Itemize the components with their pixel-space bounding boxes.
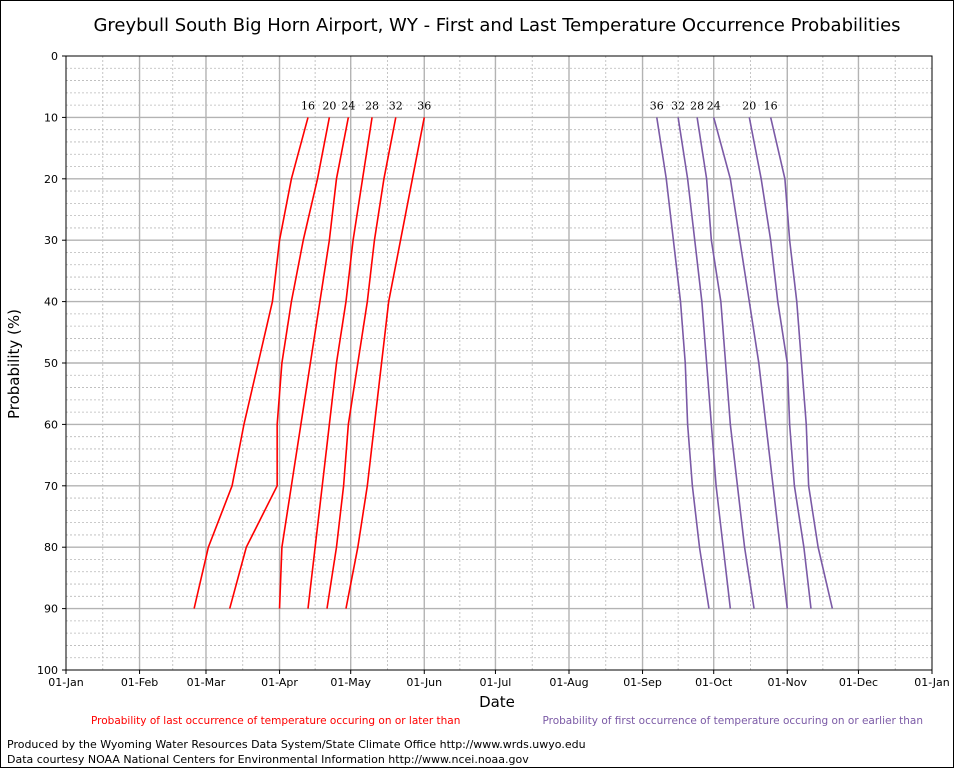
last-series-label-28: 28: [365, 99, 379, 112]
x-tick-label: 01-Jan: [914, 676, 950, 689]
x-tick-label: 01-Aug: [549, 676, 588, 689]
last-series-label-16: 16: [301, 99, 315, 112]
credit-produced-by: Produced by the Wyoming Water Resources …: [7, 738, 586, 751]
first-series-label-24: 24: [707, 99, 721, 112]
y-axis-label: Probability (%): [5, 309, 23, 419]
first-series-label-36: 36: [650, 99, 664, 112]
x-tick-label: 01-May: [330, 676, 371, 689]
y-tick-label: 20: [44, 173, 58, 186]
series-lines: [193, 117, 834, 609]
first-series-line-16: [769, 117, 834, 609]
first-series-line-28: [696, 117, 755, 609]
last-series-label-24: 24: [341, 99, 355, 112]
first-series-label-28: 28: [690, 99, 704, 112]
major-gridlines: [66, 56, 932, 670]
last-series-line-20: [228, 117, 331, 609]
x-tick-label: 01-Jun: [406, 676, 442, 689]
credit-data-courtesy: Data courtesy NOAA National Centers for …: [7, 753, 529, 766]
last-series-line-24: [278, 117, 350, 609]
chart-title: Greybull South Big Horn Airport, WY - Fi…: [93, 15, 900, 36]
y-tick-label: 80: [44, 541, 58, 554]
legend-first-occurrence: Probability of first occurrence of tempe…: [542, 715, 923, 727]
last-series-line-16: [193, 117, 309, 609]
last-series-label-32: 32: [389, 99, 403, 112]
y-tick-label: 50: [44, 357, 58, 370]
first-series-line-24: [712, 117, 789, 609]
first-series-line-20: [748, 117, 812, 609]
x-tick-label: 01-Sep: [623, 676, 662, 689]
legend-last-occurrence: Probability of last occurrence of temper…: [91, 715, 460, 727]
last-series-label-36: 36: [417, 99, 431, 112]
last-series-line-32: [326, 117, 397, 609]
x-axis-label: Date: [479, 693, 515, 711]
x-tick-label: 01-Nov: [768, 676, 808, 689]
x-tick-label: 01-Apr: [261, 676, 298, 689]
y-tick-label: 30: [44, 234, 58, 247]
y-tick-label: 0: [51, 50, 58, 63]
last-series-label-20: 20: [322, 99, 336, 112]
y-tick-label: 100: [37, 664, 58, 677]
x-tick-label: 01-Jul: [480, 676, 512, 689]
x-tick-label: 01-Dec: [839, 676, 878, 689]
y-tick-label: 70: [44, 480, 58, 493]
x-tick-label: 01-Mar: [187, 676, 226, 689]
y-tick-label: 90: [44, 603, 58, 616]
series-labels: 16 20 24 28 32 36 36 32 28 24 20 16: [301, 99, 778, 112]
first-series-label-20: 20: [742, 99, 756, 112]
y-axis-ticks: 0 10 20 30 40 50 60 70 80 90 100: [37, 50, 66, 677]
first-series-line-32: [677, 117, 732, 609]
last-series-line-36: [345, 117, 426, 609]
y-tick-label: 40: [44, 296, 58, 309]
x-axis-ticks: 01-Jan 01-Feb 01-Mar 01-Apr 01-May 01-Jun 01-J…: [48, 670, 950, 689]
x-tick-label: 01-Feb: [121, 676, 158, 689]
y-tick-label: 60: [44, 418, 58, 431]
y-tick-label: 10: [44, 111, 58, 124]
x-tick-label: 01-Jan: [48, 676, 84, 689]
x-tick-label: 01-Oct: [695, 676, 733, 689]
first-series-line-36: [655, 117, 710, 609]
first-series-label-16: 16: [764, 99, 778, 112]
first-series-label-32: 32: [671, 99, 685, 112]
last-series-line-28: [307, 117, 373, 609]
